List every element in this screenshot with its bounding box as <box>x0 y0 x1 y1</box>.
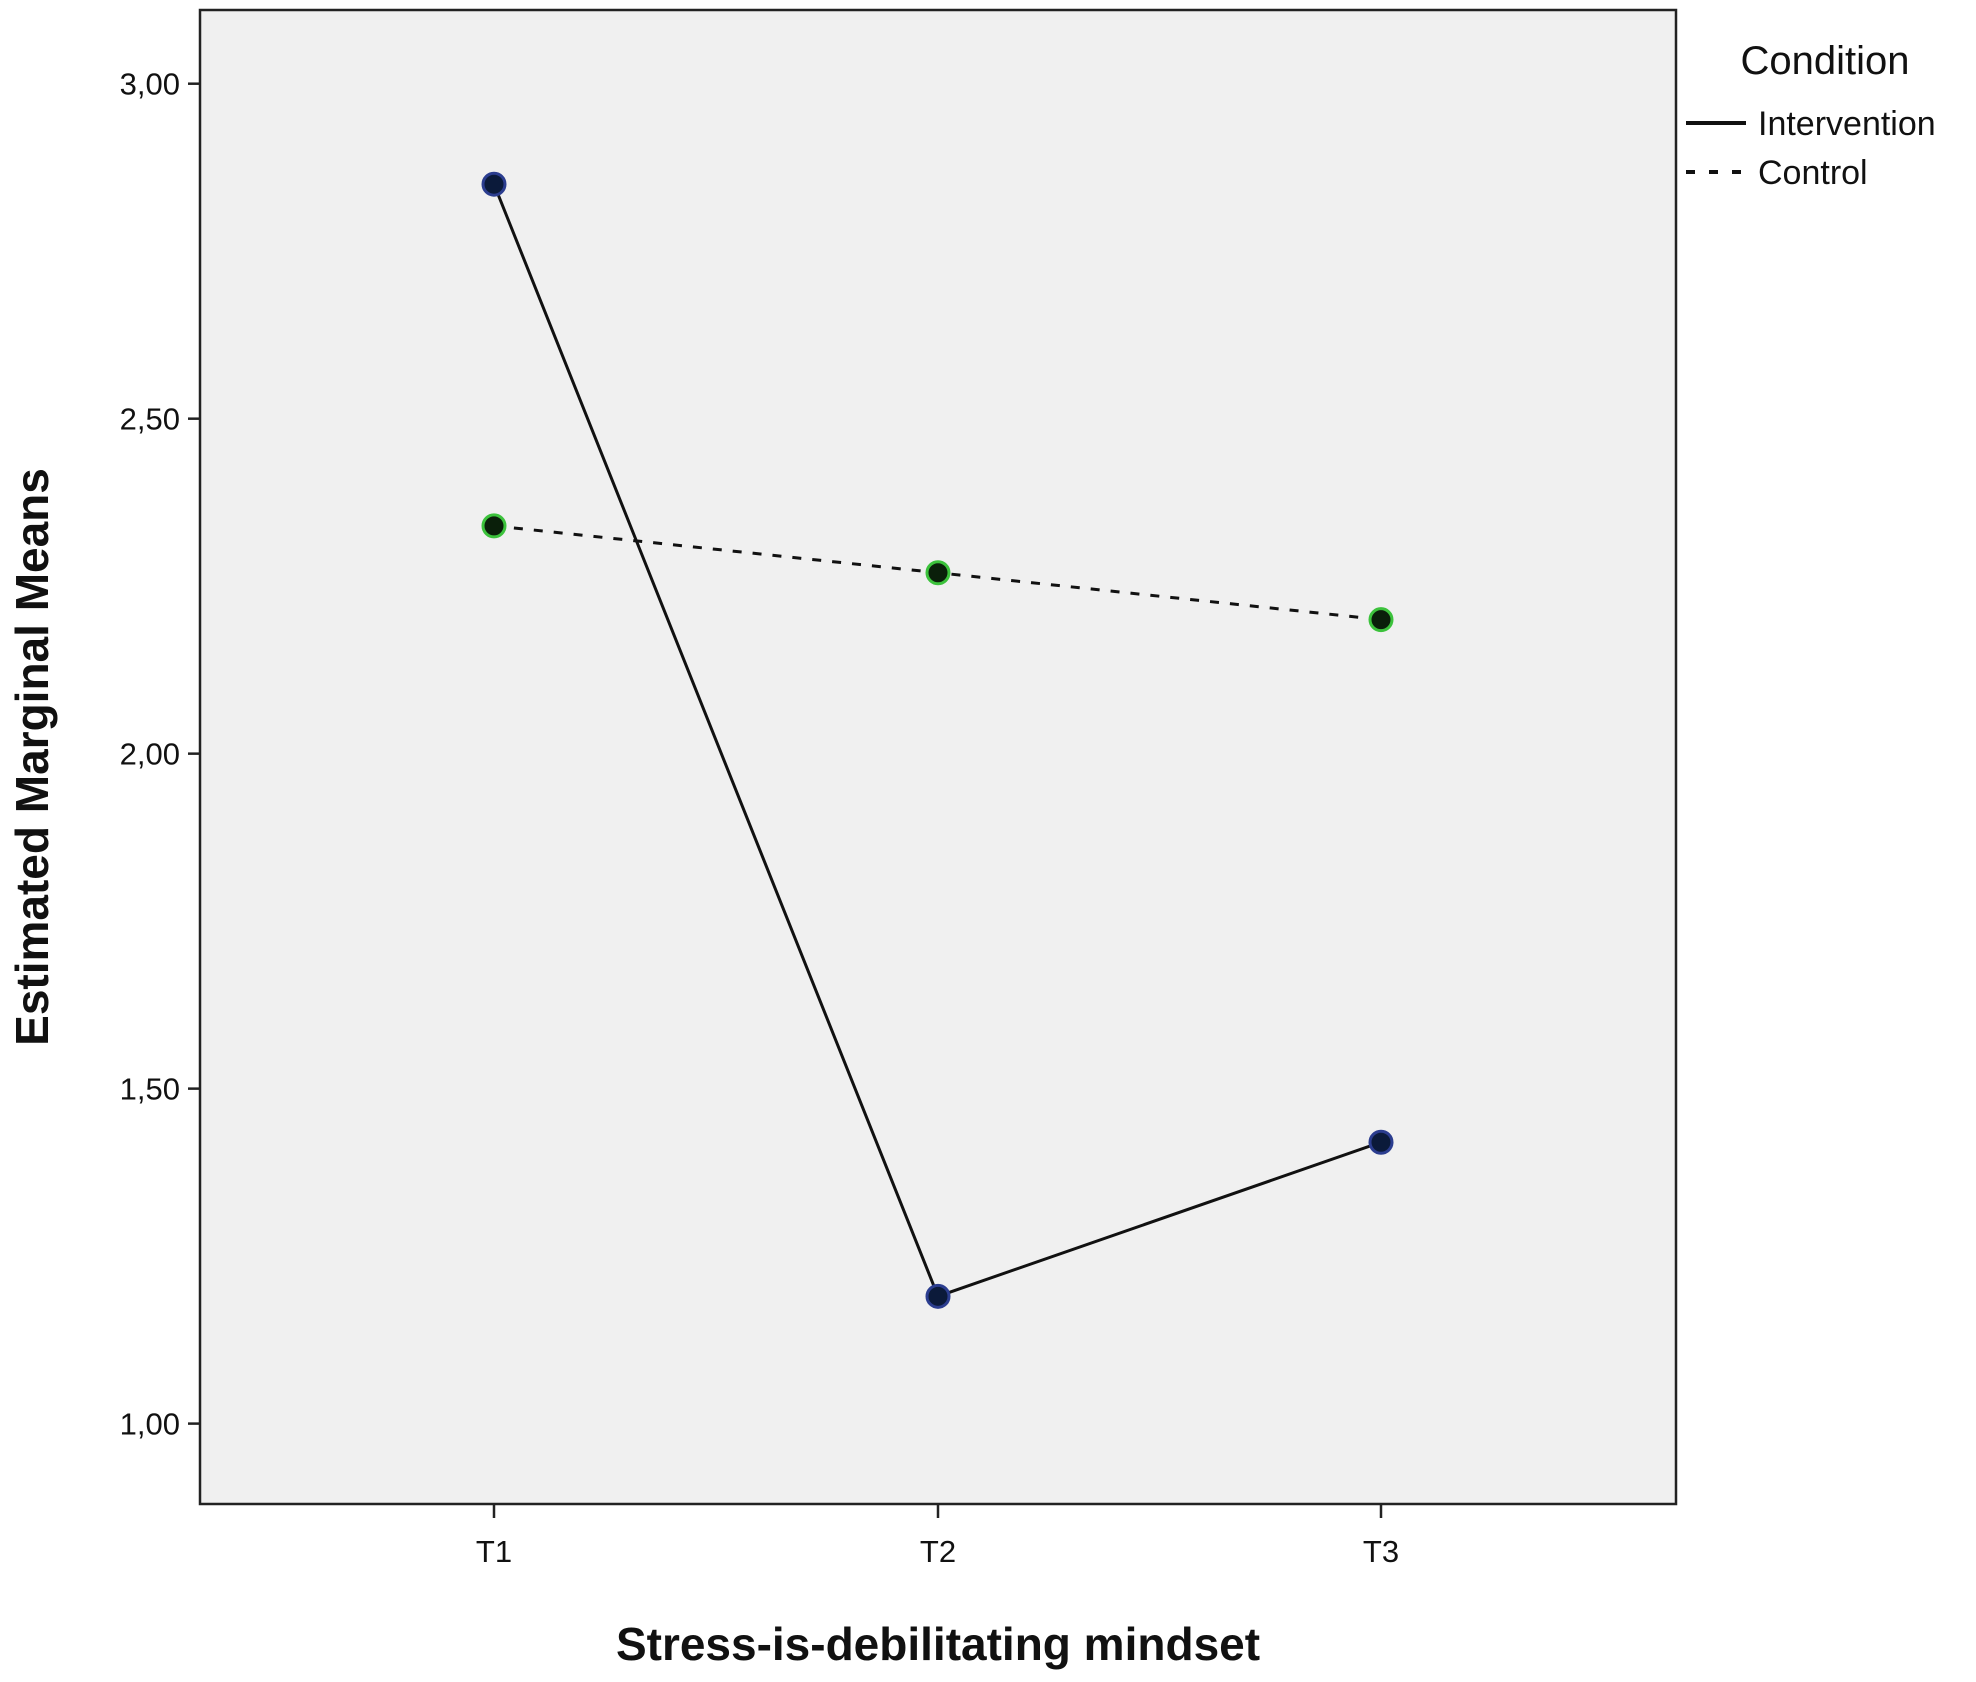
y-axis: 1,00 1,50 2,00 2,50 3,00 <box>120 67 200 1442</box>
plot-area <box>198 8 1678 1506</box>
x-tick-label: T3 <box>1363 1534 1399 1569</box>
x-tick-label: T1 <box>476 1534 512 1569</box>
series-layer <box>481 171 1394 1309</box>
x-axis: T1 T2 T3 <box>476 1504 1399 1569</box>
data-point-control-t2 <box>925 560 951 586</box>
legend-label-control: Control <box>1758 154 1868 192</box>
y-tick-label: 2,50 <box>120 402 180 437</box>
data-point-control-t3 <box>1368 607 1394 633</box>
x-axis-title: Stress-is-debilitating mindset <box>616 1618 1260 1670</box>
data-point-intervention-t1 <box>481 171 507 197</box>
y-tick-label: 1,50 <box>120 1072 180 1107</box>
y-tick-label: 1,00 <box>120 1407 180 1442</box>
legend-title: Condition <box>1740 39 1909 83</box>
x-tick-label: T2 <box>920 1534 956 1569</box>
data-point-control-t1 <box>481 513 507 539</box>
legend-label-intervention: Intervention <box>1758 105 1936 143</box>
y-tick-label: 3,00 <box>120 67 180 102</box>
data-point-intervention-t2 <box>925 1283 951 1309</box>
y-tick-label: 2,00 <box>120 737 180 772</box>
data-point-intervention-t3 <box>1368 1129 1394 1155</box>
legend: Condition Intervention Control <box>1686 39 1936 192</box>
y-axis-title: Estimated Marginal Means <box>6 468 58 1046</box>
